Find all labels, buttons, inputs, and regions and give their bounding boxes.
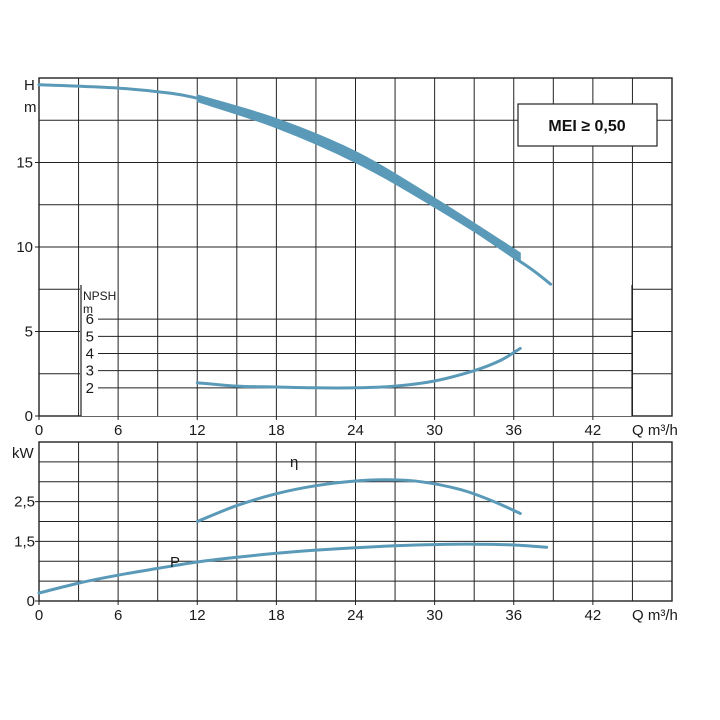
head-y-tick-label: 15 (16, 155, 33, 172)
head-y-tick-label: 5 (25, 324, 33, 341)
head-x-tick-label: 24 (347, 422, 364, 439)
head-x-tick-label: 6 (114, 422, 122, 439)
power-x-tick-label: 42 (585, 607, 602, 624)
head-curves (37, 83, 553, 390)
npsh-y-tick-label: 2 (86, 380, 94, 397)
npsh-panel (81, 285, 632, 416)
power-tick-labels: 0 6 12 18 24 30 36 42 0 1,5 2,5 (14, 494, 601, 624)
mei-badge-box (517, 103, 658, 147)
mei-badge-text: MEI ≥ 0,50 (548, 118, 625, 135)
head-curve (37, 83, 553, 286)
power-x-tick-label: 18 (268, 607, 285, 624)
power-y-tick-label: 0 (27, 593, 35, 610)
head-x-tick-label: 36 (505, 422, 522, 439)
head-x-tick-label: 12 (189, 422, 206, 439)
npsh-y-tick-label: 4 (86, 346, 94, 363)
head-y-tick-label: 0 (25, 408, 33, 425)
efficiency-series-label: η (290, 454, 298, 471)
head-axis-label: H (24, 77, 35, 94)
power-axis-label: kW (12, 445, 35, 462)
npsh-y-tick-label: 3 (86, 363, 94, 380)
npsh-y-tick-label: 5 (86, 328, 94, 345)
npsh-axis-label: NPSH (83, 289, 116, 303)
head-x-tick-label: 18 (268, 422, 285, 439)
power-chart: 0 6 12 18 24 30 36 42 0 1,5 2,5 kW Q m³/h P η (12, 441, 678, 624)
head-x-tick-label: 30 (426, 422, 443, 439)
npsh-curve (195, 346, 522, 390)
head-tolerance-band (196, 94, 521, 262)
power-curve (37, 542, 549, 595)
power-x-tick-label: 0 (35, 607, 43, 624)
power-curves (37, 478, 549, 595)
power-x-tick-label: 6 (114, 607, 122, 624)
head-x-axis-label: Q m³/h (632, 422, 678, 439)
power-x-tick-label: 30 (426, 607, 443, 624)
power-x-tick-label: 24 (347, 607, 364, 624)
efficiency-curve (195, 478, 522, 523)
head-x-tick-label: 42 (585, 422, 602, 439)
power-x-tick-label: 12 (189, 607, 206, 624)
power-x-tick-label: 36 (505, 607, 522, 624)
head-x-tick-label: 0 (35, 422, 43, 439)
npsh-grid (80, 285, 633, 416)
power-grid (39, 442, 672, 601)
head-y-tick-label: 10 (16, 239, 33, 256)
mei-badge: MEI ≥ 0,50 (517, 103, 658, 147)
power-y-tick-label: 2,5 (14, 494, 35, 511)
power-x-axis-label: Q m³/h (632, 607, 678, 624)
power-y-tick-label: 1,5 (14, 533, 35, 550)
head-axis-unit: m (24, 99, 37, 116)
power-series-label: P (170, 554, 180, 571)
npsh-axis-unit: m (83, 302, 93, 316)
npsh-y-tick-label: 6 (86, 311, 94, 328)
